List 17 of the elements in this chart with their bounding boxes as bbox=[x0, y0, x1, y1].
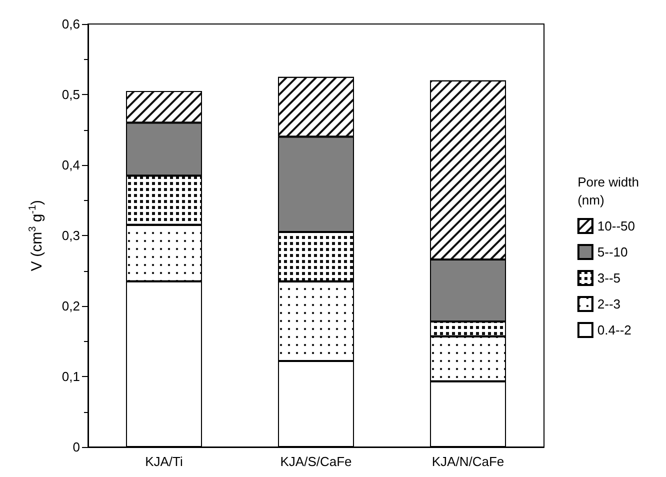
legend-title: Pore width (nm) bbox=[578, 174, 639, 208]
y-axis-title: V (cm3 g-1) bbox=[28, 200, 46, 272]
y-tick-label: 0,1 bbox=[62, 369, 80, 384]
y-tick-label: 0,2 bbox=[62, 298, 80, 314]
y-tick-label: 0,4 bbox=[62, 158, 80, 172]
legend-label: 10--50 bbox=[597, 218, 635, 234]
x-tick-label: KJA/S/CaFe bbox=[280, 454, 352, 469]
y-tick-label: 0 bbox=[72, 440, 80, 454]
y-tick-label: 0,5 bbox=[62, 87, 80, 102]
x-tick-label: KJA/Ti bbox=[145, 454, 184, 469]
legend-label: 0.4--2 bbox=[597, 322, 632, 338]
legend-label: 2--3 bbox=[597, 296, 621, 312]
y-tick-label: 0,6 bbox=[62, 16, 80, 32]
y-tick-label: 0,3 bbox=[62, 228, 80, 243]
x-tick-label: KJA/N/CaFe bbox=[432, 454, 504, 469]
legend-label: 3--5 bbox=[597, 270, 621, 286]
legend-label: 5--10 bbox=[597, 244, 628, 260]
